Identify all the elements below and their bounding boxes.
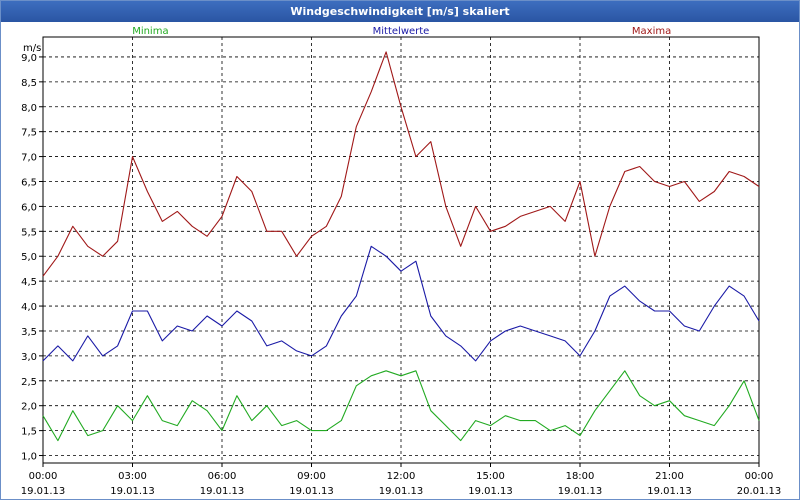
legend-minima: Minima xyxy=(132,26,168,37)
x-tick-time-label: 21:00 xyxy=(655,471,684,482)
window-title: Windgeschwindigkeit [m/s] skaliert xyxy=(1,1,799,22)
legend-mittelwerte: Mittelwerte xyxy=(373,26,430,37)
x-tick-date-label: 19.01.13 xyxy=(289,486,334,497)
y-tick-label: 1,0 xyxy=(21,452,37,463)
series-line-mittelwerte xyxy=(42,245,760,362)
x-tick-date-label: 19.01.13 xyxy=(200,486,245,497)
series-line-minima xyxy=(42,370,760,442)
y-tick-label: 1,5 xyxy=(21,427,37,438)
y-tick-label: 7,0 xyxy=(21,153,37,164)
x-tick-time-label: 03:00 xyxy=(118,471,147,482)
y-tick-label: 2,5 xyxy=(21,377,37,388)
x-tick-time-label: 12:00 xyxy=(387,471,416,482)
x-tick-date-label: 19.01.13 xyxy=(468,486,513,497)
chart: m/s9,0 8,5 8,0 7,5 7,0 6,5 6,0 5,5 5,0 4,5 4,0 3,5 3… xyxy=(21,26,782,497)
y-tick-label: 7,5 xyxy=(21,128,37,139)
x-tick-time-label: 15:00 xyxy=(476,471,505,482)
x-tick-date-label: 19.01.13 xyxy=(558,486,603,497)
legend-maxima: Maxima xyxy=(632,26,671,37)
y-tick-label: 8,5 xyxy=(21,78,37,89)
x-tick-date-label: 19.01.13 xyxy=(647,486,692,497)
x-tick-time-label: 00:00 xyxy=(745,471,774,482)
x-tick-time-label: 18:00 xyxy=(566,471,595,482)
x-tick-time-label: 00:00 xyxy=(29,471,58,482)
x-tick-time-label: 06:00 xyxy=(208,471,237,482)
y-axis-unit: m/s xyxy=(23,43,41,54)
y-tick-label: 3,5 xyxy=(21,327,37,338)
y-tick-label: 3,0 xyxy=(21,352,37,363)
y-tick-label: 6,0 xyxy=(21,202,37,213)
x-tick-date-label: 19.01.13 xyxy=(379,486,424,497)
y-tick-label: 6,5 xyxy=(21,177,37,188)
y-tick-label: 2,0 xyxy=(21,402,37,413)
series-line-maxima xyxy=(42,51,760,277)
x-tick-date-label: 20.01.13 xyxy=(737,486,782,497)
y-tick-label: 4,0 xyxy=(21,302,37,313)
x-tick-date-label: 19.01.13 xyxy=(21,486,66,497)
y-tick-label: 5,0 xyxy=(21,252,37,263)
y-tick-label: 5,5 xyxy=(21,227,37,238)
y-tick-label: 4,5 xyxy=(21,277,37,288)
y-tick-label: 9,0 xyxy=(21,53,37,64)
y-tick-label: 8,0 xyxy=(21,103,37,114)
x-tick-date-label: 19.01.13 xyxy=(110,486,155,497)
x-tick-time-label: 09:00 xyxy=(297,471,326,482)
